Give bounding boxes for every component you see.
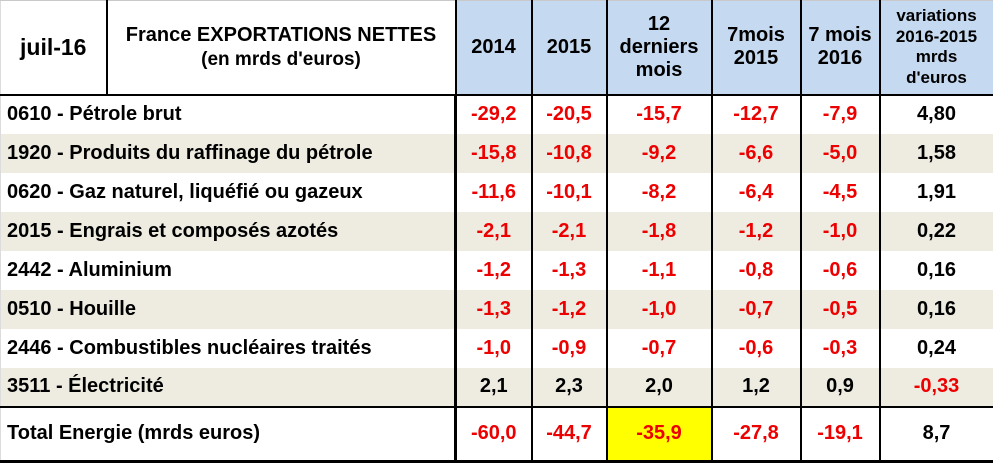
value-cell: -6,6 [711,133,802,173]
value-cell: 1,2 [711,367,802,407]
row-label: 2442 - Aluminium [0,250,457,290]
value-cell: -0,8 [711,250,802,290]
column-header-12-derniers-mois: 12 derniers mois [606,0,713,96]
date-label: juil-16 [0,0,108,96]
table-row: 2442 - Aluminium -1,2 -1,3 -1,1 -0,8 -0,… [0,250,993,290]
value-cell: -1,0 [800,211,881,251]
table-row: 3511 - Électricité 2,1 2,3 2,0 1,2 0,9 -… [0,367,993,407]
total-value-cell-highlighted: -35,9 [606,405,713,462]
value-cell: -1,0 [455,328,533,368]
value-cell: 2,0 [606,367,713,407]
total-value-cell: -19,1 [800,405,881,462]
value-cell: 1,91 [879,172,993,212]
net-exports-table: juil-16 France EXPORTATIONS NETTES (en m… [0,0,993,463]
row-label: 0610 - Pétrole brut [0,94,457,134]
value-cell: -5,0 [800,133,881,173]
value-cell: -0,6 [711,328,802,368]
value-cell: -20,5 [531,94,608,134]
table-row: 2015 - Engrais et composés azotés -2,1 -… [0,211,993,251]
value-cell: -0,3 [800,328,881,368]
header-row: juil-16 France EXPORTATIONS NETTES (en m… [0,0,993,96]
value-cell: -7,9 [800,94,881,134]
value-cell: -11,6 [455,172,533,212]
value-cell: -4,5 [800,172,881,212]
value-cell: -12,7 [711,94,802,134]
value-cell: 0,9 [800,367,881,407]
column-header-7mois-2016: 7 mois 2016 [800,0,881,96]
value-cell: -0,9 [531,328,608,368]
value-cell: -0,7 [711,289,802,329]
table-row: 1920 - Produits du raffinage du pétrole … [0,133,993,173]
row-label: 2446 - Combustibles nucléaires traités [0,328,457,368]
value-cell: 0,16 [879,250,993,290]
value-cell: -1,3 [531,250,608,290]
value-cell: -1,8 [606,211,713,251]
value-cell: -1,2 [455,250,533,290]
value-cell: -1,2 [711,211,802,251]
value-cell: -1,3 [455,289,533,329]
table-row: 0510 - Houille -1,3 -1,2 -1,0 -0,7 -0,5 … [0,289,993,329]
row-label: 0510 - Houille [0,289,457,329]
value-cell: -8,2 [606,172,713,212]
column-header-2015: 2015 [531,0,608,96]
value-cell: -0,5 [800,289,881,329]
total-value-cell: -44,7 [531,405,608,462]
total-row: Total Energie (mrds euros) -60,0 -44,7 -… [0,405,993,462]
row-label: 3511 - Électricité [0,367,457,407]
value-cell: -0,6 [800,250,881,290]
value-cell: 1,58 [879,133,993,173]
value-cell: -6,4 [711,172,802,212]
value-cell: -0,7 [606,328,713,368]
value-cell: -1,1 [606,250,713,290]
table-title: France EXPORTATIONS NETTES [125,23,437,46]
value-cell: -2,1 [455,211,533,251]
row-label: 0620 - Gaz naturel, liquéfié ou gazeux [0,172,457,212]
table-row: 0620 - Gaz naturel, liquéfié ou gazeux -… [0,172,993,212]
table-row: 2446 - Combustibles nucléaires traités -… [0,328,993,368]
total-label: Total Energie (mrds euros) [0,405,457,462]
table-subtitle: (en mrds d'euros) [201,48,361,70]
value-cell: -15,8 [455,133,533,173]
value-cell: 4,80 [879,94,993,134]
value-cell: -10,1 [531,172,608,212]
column-header-variations: variations 2016-2015 mrds d'euros [879,0,993,96]
value-cell: -0,33 [879,367,993,407]
value-cell: -1,2 [531,289,608,329]
total-value-cell: 8,7 [879,405,993,462]
row-label: 2015 - Engrais et composés azotés [0,211,457,251]
row-label: 1920 - Produits du raffinage du pétrole [0,133,457,173]
value-cell: 0,24 [879,328,993,368]
value-cell: -10,8 [531,133,608,173]
column-header-2014: 2014 [455,0,533,96]
column-header-7mois-2015: 7mois 2015 [711,0,802,96]
table-title-cell: France EXPORTATIONS NETTES (en mrds d'eu… [106,0,457,96]
value-cell: -2,1 [531,211,608,251]
value-cell: 2,1 [455,367,533,407]
value-cell: -9,2 [606,133,713,173]
value-cell: 0,16 [879,289,993,329]
total-value-cell: -27,8 [711,405,802,462]
value-cell: 2,3 [531,367,608,407]
value-cell: -15,7 [606,94,713,134]
value-cell: 0,22 [879,211,993,251]
value-cell: -1,0 [606,289,713,329]
value-cell: -29,2 [455,94,533,134]
total-value-cell: -60,0 [455,405,533,462]
table-row: 0610 - Pétrole brut -29,2 -20,5 -15,7 -1… [0,94,993,134]
